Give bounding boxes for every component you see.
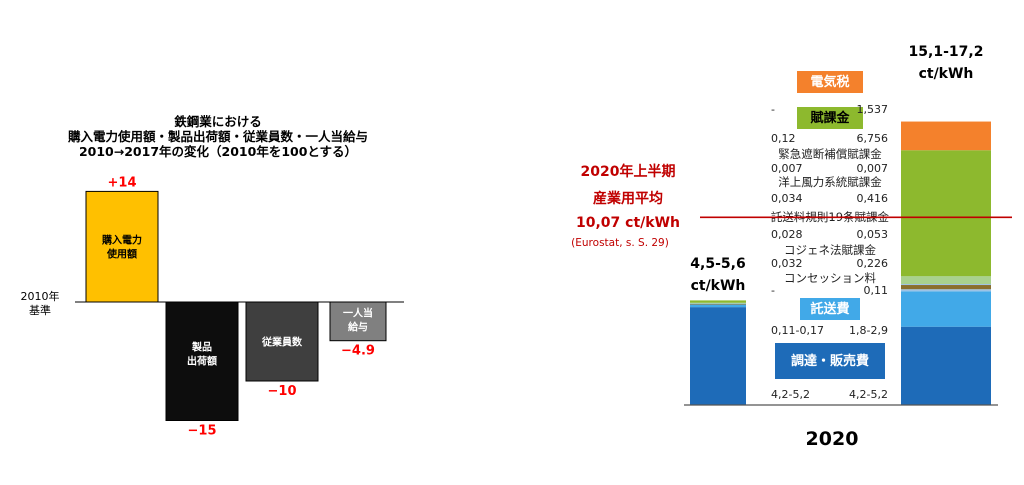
chart-title-line: 2010→2017年の変化（2010年を100とする） bbox=[79, 144, 357, 159]
bar-category-label: 出荷額 bbox=[187, 354, 217, 367]
bar-category-label: 製品 bbox=[191, 340, 212, 353]
stacked-segment bbox=[690, 304, 746, 308]
category-label-box bbox=[775, 343, 885, 379]
stacked-segment bbox=[901, 150, 991, 277]
value-left: 0,028 bbox=[771, 228, 803, 241]
stacked-segment bbox=[690, 303, 746, 305]
category-label: コンセッション料 bbox=[784, 271, 876, 285]
value-left: 0,11-0,17 bbox=[771, 324, 824, 337]
chart-title-line: 購入電力使用額・製品出荷額・従業員数・一人当給与 bbox=[67, 129, 368, 144]
value-left: - bbox=[771, 103, 775, 116]
stacked-segment bbox=[901, 289, 991, 292]
category-labels: 電気税賦課金緊急遮断補償賦課金洋上風力系統賦課金託送料規則19条賦課金コジェネ法… bbox=[771, 71, 890, 401]
bar-total-label: 4,5-5,6 bbox=[690, 256, 745, 272]
value-left: 4,2-5,2 bbox=[771, 388, 810, 401]
stacked-segment bbox=[901, 291, 991, 327]
category-label-box bbox=[797, 71, 863, 93]
chart-title: 鉄鋼業における購入電力使用額・製品出荷額・従業員数・一人当給与2010→2017… bbox=[67, 114, 368, 159]
bar-category-label: 給与 bbox=[348, 320, 368, 333]
bar-category-label: 使用額 bbox=[106, 248, 137, 261]
stacked-segment bbox=[901, 276, 991, 285]
bar-category-label: 一人当 bbox=[343, 306, 373, 319]
value-right: 6,756 bbox=[857, 132, 889, 145]
stacked-segment bbox=[690, 302, 746, 304]
value-left: 0,034 bbox=[771, 192, 803, 205]
bar bbox=[85, 190, 159, 303]
value-left: 0,032 bbox=[771, 257, 803, 270]
steel-industry-bar-chart: 鉄鋼業における購入電力使用額・製品出荷額・従業員数・一人当給与2010→2017… bbox=[21, 114, 404, 439]
category-label-box bbox=[800, 298, 860, 320]
year-label: 2020 bbox=[806, 428, 859, 450]
stacked-segment bbox=[901, 285, 991, 290]
category-label: 託送費 bbox=[810, 301, 849, 317]
reference-line-label: 10,07 ct/kWh bbox=[576, 215, 680, 231]
value-right: 1,8-2,9 bbox=[849, 324, 888, 337]
bar-category-label: 購入電力 bbox=[101, 234, 142, 247]
stacked-segment bbox=[690, 307, 746, 405]
category-label: コジェネ法賦課金 bbox=[784, 243, 876, 257]
stacked-bars: 4,5-5,6 ct/kWh 15,1-17,2 ct/kWh 2020 bbox=[684, 44, 998, 450]
bar bbox=[329, 301, 387, 342]
bar-value-label: −10 bbox=[268, 384, 297, 399]
stacked-segment bbox=[901, 326, 991, 405]
value-right: 0,11 bbox=[864, 284, 889, 297]
baseline-label: 2010年 bbox=[21, 289, 60, 303]
category-label: 緊急遮断補償賦課金 bbox=[778, 147, 882, 161]
value-right: 0,416 bbox=[857, 192, 889, 205]
bars: 購入電力使用額 +14 製品出荷額 −15 従業員数 −10 一人当給与 −4.9 bbox=[85, 175, 387, 439]
value-right: 0,226 bbox=[857, 257, 889, 270]
stacked-segment bbox=[901, 284, 991, 286]
stacked-segment bbox=[690, 303, 746, 305]
reference-line-source: (Eurostat, s. S. 29) bbox=[571, 237, 669, 249]
category-label: 調達・販売費 bbox=[791, 353, 869, 369]
category-label-box bbox=[797, 107, 863, 129]
stacked-segment bbox=[901, 121, 991, 151]
electricity-price-stacked-chart: 4,5-5,6 ct/kWh 15,1-17,2 ct/kWh 2020 電気税賦課金緊… bbox=[571, 44, 1012, 450]
bar-value-label: +14 bbox=[108, 175, 137, 190]
category-label: 電気税 bbox=[810, 74, 849, 90]
stacked-segment bbox=[690, 300, 746, 303]
category-label: 洋上風力系統賦課金 bbox=[778, 175, 882, 189]
bar bbox=[165, 301, 239, 421]
value-left: 0,007 bbox=[771, 162, 803, 175]
value-left: 0,12 bbox=[771, 132, 796, 145]
bar-value-label: −4.9 bbox=[341, 344, 375, 359]
bar-category-label: 従業員数 bbox=[261, 336, 303, 349]
baseline-label: 基準 bbox=[29, 303, 51, 317]
value-right: 0,053 bbox=[857, 228, 889, 241]
value-right: 4,2-5,2 bbox=[849, 388, 888, 401]
value-right: 1,537 bbox=[857, 103, 889, 116]
value-left: - bbox=[771, 284, 775, 297]
bar-total-label: 15,1-17,2 bbox=[909, 44, 984, 60]
category-label: 賦課金 bbox=[809, 110, 850, 126]
bar-value-label: −15 bbox=[188, 424, 217, 439]
bar-total-label: ct/kWh bbox=[919, 66, 974, 82]
value-right: 0,007 bbox=[857, 162, 889, 175]
chart-title-line: 鉄鋼業における bbox=[174, 114, 262, 129]
reference-line-label: 2020年上半期 bbox=[581, 163, 676, 180]
bar-total-label: ct/kWh bbox=[691, 278, 746, 294]
reference-line-label: 産業用平均 bbox=[593, 190, 663, 207]
stacked-segment bbox=[901, 276, 991, 277]
